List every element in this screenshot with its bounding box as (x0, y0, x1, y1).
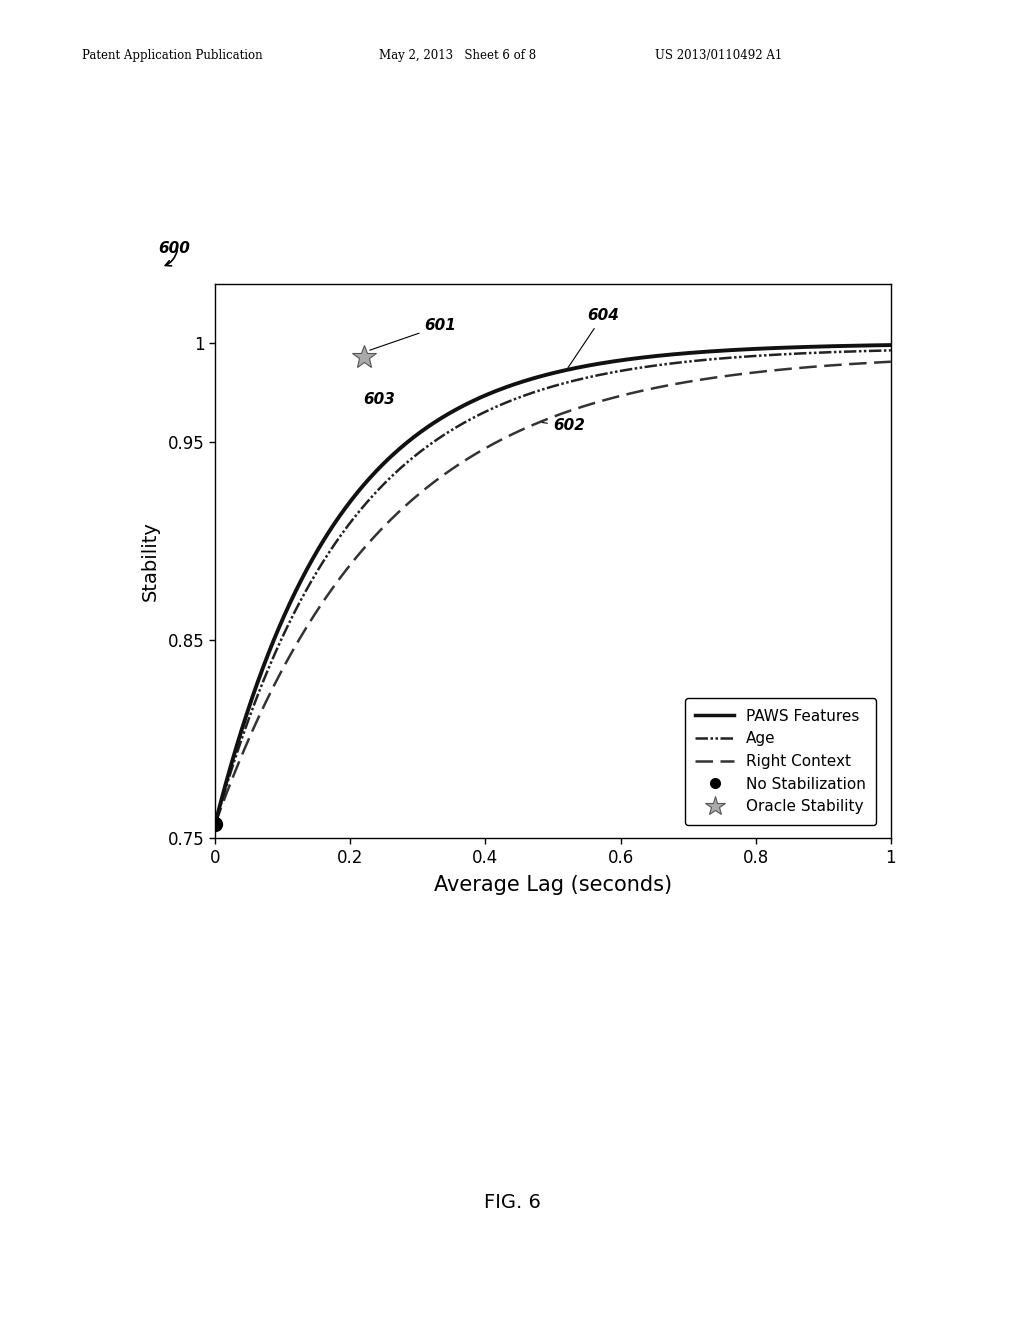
Y-axis label: Stability: Stability (140, 521, 160, 601)
Text: 602: 602 (542, 418, 585, 433)
Text: US 2013/0110492 A1: US 2013/0110492 A1 (655, 49, 782, 62)
Legend: PAWS Features, Age, Right Context, No Stabilization, Oracle Stability: PAWS Features, Age, Right Context, No St… (685, 698, 877, 825)
Text: May 2, 2013   Sheet 6 of 8: May 2, 2013 Sheet 6 of 8 (379, 49, 536, 62)
X-axis label: Average Lag (seconds): Average Lag (seconds) (434, 875, 672, 895)
Text: Patent Application Publication: Patent Application Publication (82, 49, 262, 62)
Text: 600: 600 (159, 242, 190, 256)
Text: 601: 601 (370, 318, 457, 350)
Text: 603: 603 (364, 392, 395, 407)
Text: FIG. 6: FIG. 6 (483, 1193, 541, 1212)
Text: 604: 604 (568, 309, 618, 368)
